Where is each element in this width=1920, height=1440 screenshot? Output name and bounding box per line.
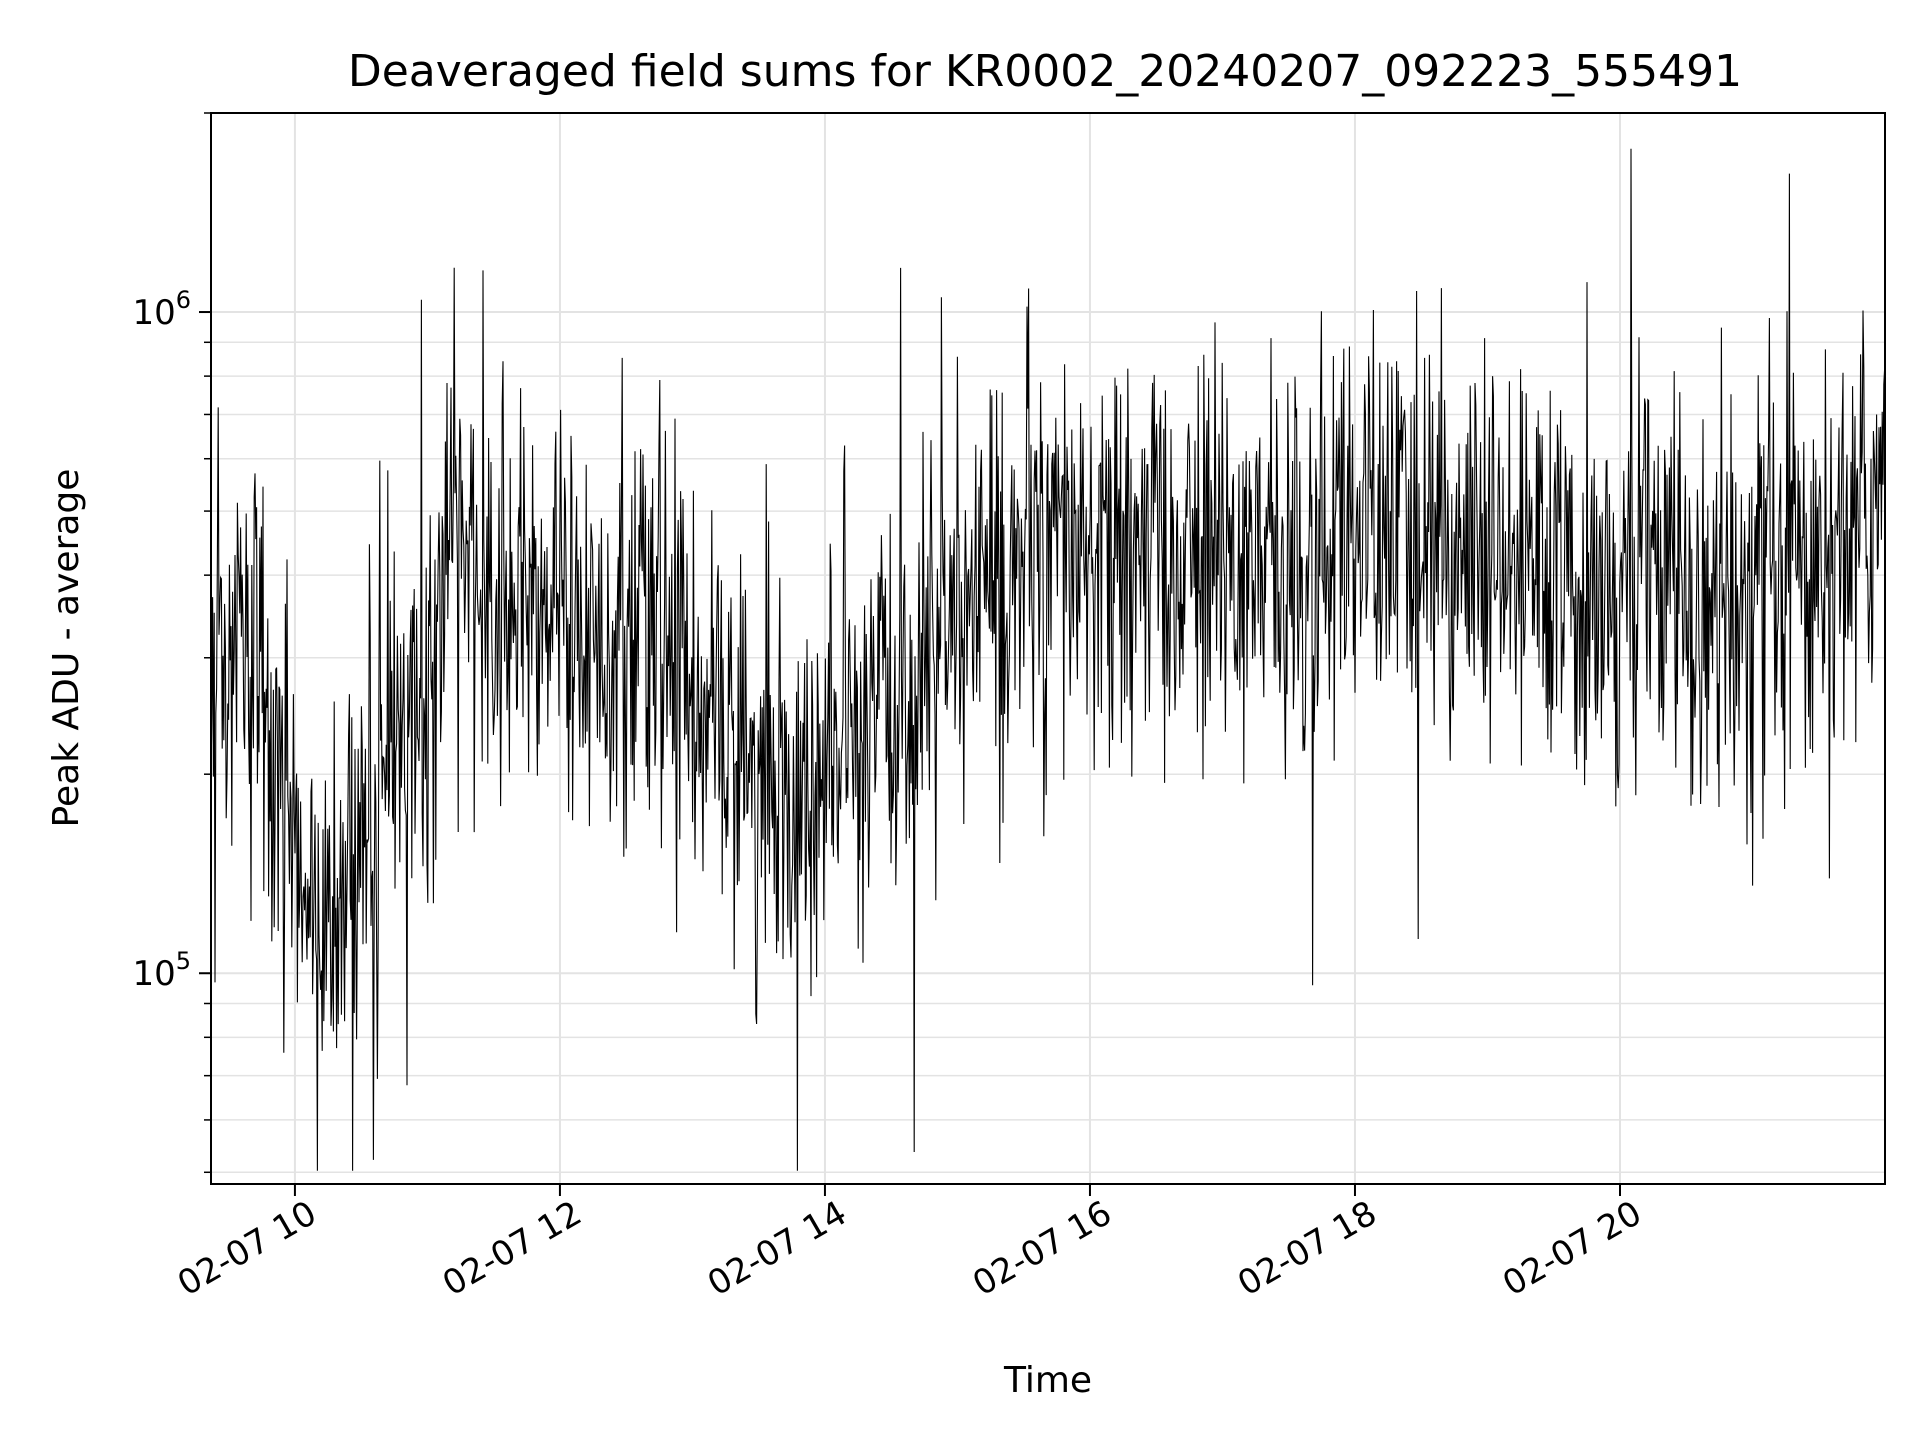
y-axis-label: Peak ADU - average bbox=[46, 469, 87, 828]
series-line bbox=[210, 148, 1886, 1171]
y-tick-exponent: 5 bbox=[176, 947, 191, 975]
tick-marks bbox=[199, 112, 1621, 1196]
y-tick-base: 10 bbox=[132, 293, 175, 333]
y-tick-label: 105 bbox=[132, 947, 191, 994]
plot-frame bbox=[210, 112, 1886, 1185]
series-layer bbox=[210, 148, 1886, 1171]
chart-title: Deaveraged field sums for KR0002_2024020… bbox=[348, 46, 1742, 97]
x-axis-label: Time bbox=[1003, 1360, 1092, 1401]
y-tick-exponent: 6 bbox=[176, 286, 191, 314]
y-tick-label: 106 bbox=[132, 286, 191, 333]
y-tick-base: 10 bbox=[132, 954, 175, 994]
